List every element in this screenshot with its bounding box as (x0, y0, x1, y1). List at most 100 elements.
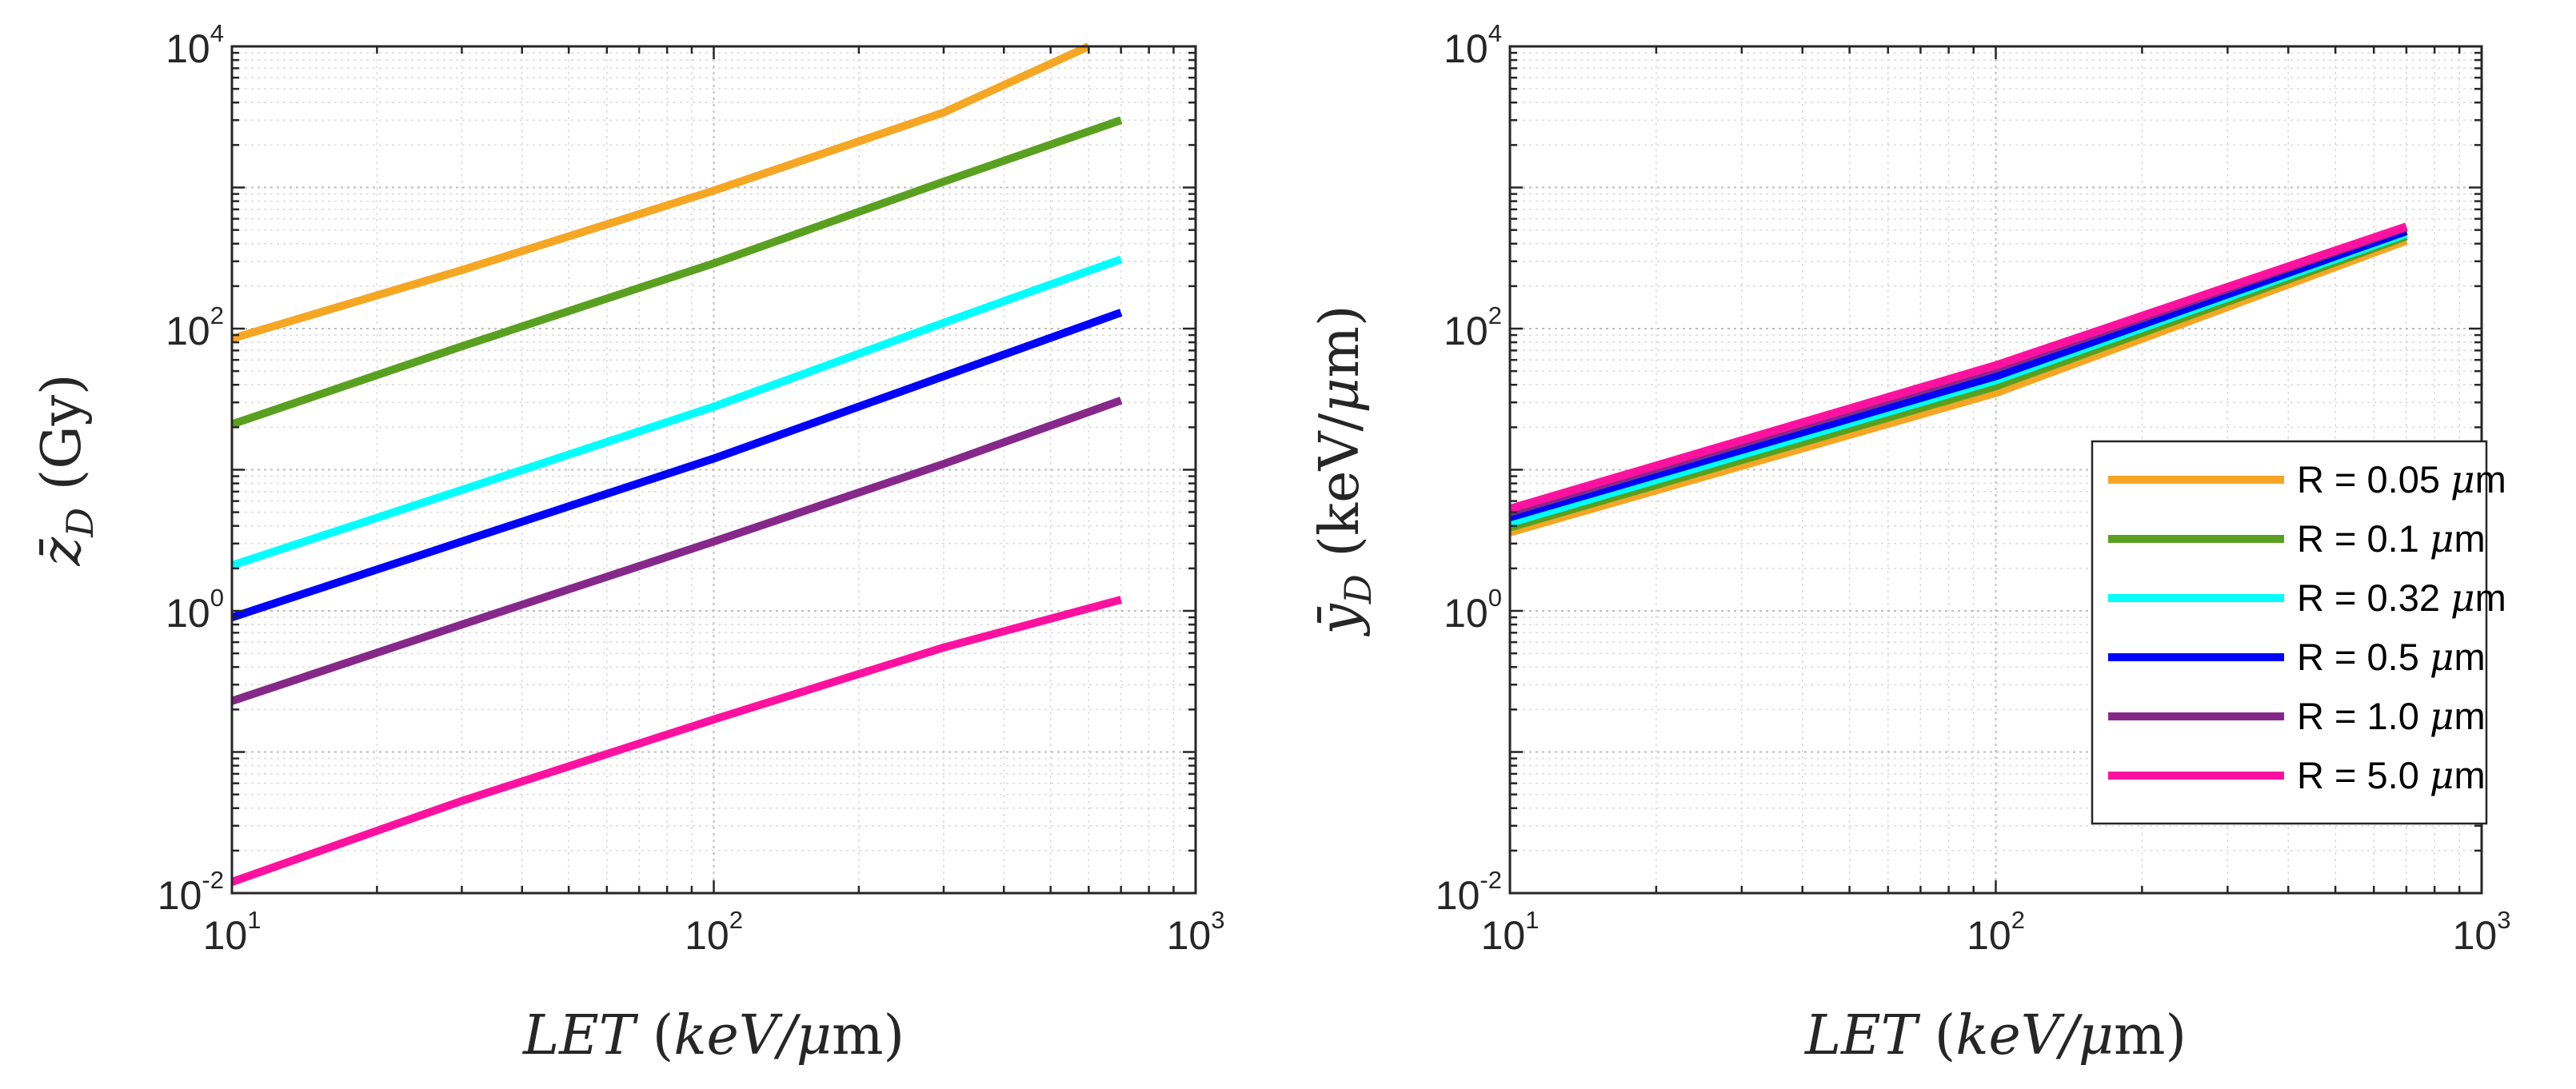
legend-label-prefix: R = 1.0 (2297, 695, 2430, 737)
y-tick-exponent: -2 (1480, 866, 1502, 894)
legend-label: R = 0.32 μm (2297, 576, 2506, 620)
legend-label-prefix: R = 5.0 (2297, 754, 2430, 796)
y-tick-exponent: 2 (1488, 301, 1502, 329)
y-axis-label-unit: (keV/ (1308, 413, 1372, 575)
x-tick-label: 101 (203, 906, 262, 958)
x-axis-label-paren: ( (635, 1004, 673, 1067)
x-tick-exponent: 3 (2497, 906, 2510, 934)
y-tick-base: 10 (1436, 873, 1480, 918)
y-tick-base: 10 (158, 873, 202, 918)
series-line (230, 116, 1123, 429)
legend-label-unit: m (2454, 754, 2485, 796)
series-group (1508, 222, 2408, 537)
x-axis-label-var: LET (521, 1004, 639, 1067)
y-tick-base: 10 (166, 26, 210, 71)
y-tick-label: 102 (166, 301, 224, 353)
y-axis-label: z̄D (Gy) (30, 373, 102, 566)
legend-label-unit: m (2454, 695, 2485, 737)
legend-entry: R = 0.32 μm (2108, 576, 2506, 620)
x-axis-label: LET (keV/μm) (1803, 1004, 2187, 1067)
x-tick-label: 103 (2453, 906, 2511, 958)
series-line (230, 42, 1091, 343)
x-tick-label: 101 (1481, 906, 1540, 958)
x-tick-exponent: 2 (729, 906, 743, 934)
x-axis-label: LET (keV/μm) (521, 1004, 905, 1067)
y-axis-label-mu: μ (1308, 377, 1372, 413)
y-tick-base: 10 (1444, 591, 1488, 636)
legend-label-prefix: R = 0.05 (2297, 458, 2450, 501)
legend-label-mu: μ (2430, 695, 2454, 739)
legend-label-unit: m (2454, 636, 2485, 678)
series-line (230, 397, 1123, 705)
x-tick-exponent: 1 (247, 906, 261, 934)
legend-label: R = 0.5 μm (2297, 636, 2486, 680)
x-tick-base: 10 (1967, 913, 2011, 958)
x-tick-exponent: 2 (2011, 906, 2025, 934)
legend-label: R = 1.0 μm (2297, 695, 2486, 739)
y-tick-exponent: 0 (1488, 584, 1502, 612)
legend-entry: R = 5.0 μm (2108, 754, 2486, 798)
y-tick-label: 100 (166, 584, 224, 636)
legend-entry: R = 0.1 μm (2108, 517, 2486, 561)
y-axis-label-unit: (Gy) (30, 373, 94, 507)
y-tick-label: 104 (1444, 19, 1502, 71)
series-line (1508, 237, 2408, 537)
y-tick-base: 10 (166, 309, 210, 353)
series-line (230, 255, 1123, 569)
y-tick-base: 10 (1444, 26, 1488, 71)
legend-label: R = 0.1 μm (2297, 517, 2486, 561)
y-tick-exponent: 2 (210, 301, 224, 329)
legend-label-prefix: R = 0.1 (2297, 517, 2430, 560)
series-line (1508, 222, 2408, 513)
series-group (230, 42, 1123, 886)
y-tick-exponent: 0 (210, 584, 224, 612)
y-axis-label-unit-end: m) (1308, 305, 1372, 377)
x-axis-label-paren: ( (1917, 1004, 1955, 1067)
legend: R = 0.05 μmR = 0.1 μmR = 0.32 μmR = 0.5 … (2091, 440, 2506, 825)
x-tick-label: 102 (1967, 906, 2025, 958)
series-line (1508, 227, 2408, 521)
x-tick-exponent: 3 (1211, 906, 1224, 934)
x-tick-label: 102 (685, 906, 743, 958)
x-tick-exponent: 1 (1525, 906, 1539, 934)
legend-label-mu: μ (2430, 636, 2454, 680)
legend-label-unit: m (2475, 576, 2506, 619)
series-line (230, 309, 1123, 621)
x-axis-label-unit-end: m) (2114, 1004, 2187, 1067)
y-tick-exponent: 4 (1488, 19, 1502, 47)
x-axis-label-unit-end: m) (832, 1004, 905, 1067)
y-tick-label: 10-2 (158, 866, 224, 918)
x-tick-base: 10 (2453, 913, 2498, 958)
y-axis-label-var: z̄ (30, 537, 94, 567)
x-axis-label-unit: keV/ (1955, 1004, 2083, 1067)
tick-marks (230, 45, 1197, 895)
x-tick-base: 10 (685, 913, 729, 958)
legend-label: R = 5.0 μm (2297, 754, 2486, 798)
y-axis-label: ȳD (keV/μm) (1308, 305, 1380, 636)
x-axis-label-unit: keV/ (673, 1004, 801, 1067)
legend-label-mu: μ (2430, 517, 2454, 561)
legend-label-unit: m (2454, 517, 2485, 560)
x-axis-label-mu: μ (2079, 1004, 2114, 1067)
y-tick-label: 10-2 (1436, 866, 1502, 918)
y-tick-base: 10 (1444, 309, 1488, 353)
legend-label-unit: m (2475, 458, 2506, 501)
x-tick-base: 10 (203, 913, 248, 958)
series-line (230, 596, 1123, 886)
y-axis-label-subscript: D (58, 508, 102, 538)
x-axis-label-var: LET (1803, 1004, 1921, 1067)
y-tick-exponent: -2 (202, 866, 224, 894)
x-tick-base: 10 (1167, 913, 1212, 958)
x-axis-label-mu: μ (797, 1004, 832, 1067)
legend-box (2091, 440, 2488, 825)
x-tick-label: 103 (1167, 906, 1225, 958)
legend-label-mu: μ (2450, 458, 2475, 502)
legend-label: R = 0.05 μm (2297, 458, 2506, 502)
legend-entry: R = 0.05 μm (2108, 458, 2506, 502)
y-axis-label-var: ȳ (1308, 603, 1372, 637)
x-tick-base: 10 (1481, 913, 1526, 958)
legend-entry: R = 1.0 μm (2108, 695, 2486, 739)
legend-label-mu: μ (2450, 576, 2475, 620)
